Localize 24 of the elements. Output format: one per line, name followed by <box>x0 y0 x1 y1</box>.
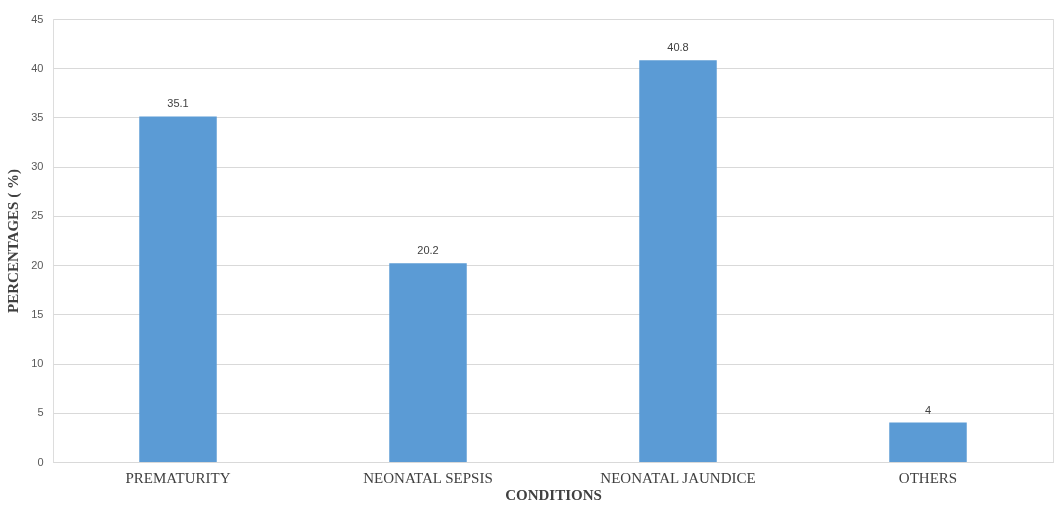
y-tick-label: 20 <box>31 258 44 271</box>
bar <box>389 263 467 462</box>
y-axis-title: PERCENTAGES ( %) <box>5 169 23 313</box>
y-tick-label: 10 <box>31 357 44 370</box>
x-axis-title: CONDITIONS <box>505 486 602 503</box>
y-tick-label: 15 <box>31 307 44 320</box>
y-tick-label: 30 <box>31 160 44 173</box>
bar <box>139 116 217 462</box>
y-tick-label: 25 <box>31 209 44 222</box>
y-tick-label: 0 <box>37 455 44 468</box>
data-label: 4 <box>924 403 932 416</box>
x-tick-label: NEONATAL JAUNDICE <box>600 469 756 486</box>
y-tick-label: 45 <box>31 12 44 25</box>
data-label: 35.1 <box>167 97 189 110</box>
y-tick-label: 5 <box>37 406 44 419</box>
data-label: 20.2 <box>417 244 439 257</box>
bar <box>639 60 717 462</box>
x-tick-label: NEONATAL SEPSIS <box>363 469 493 486</box>
x-tick-label: OTHERS <box>898 469 958 486</box>
bar <box>889 422 967 462</box>
data-label: 40.8 <box>667 41 689 54</box>
y-tick-label: 35 <box>31 110 44 123</box>
x-tick-label: PREMATURITY <box>125 469 231 486</box>
y-tick-label: 40 <box>31 61 44 74</box>
